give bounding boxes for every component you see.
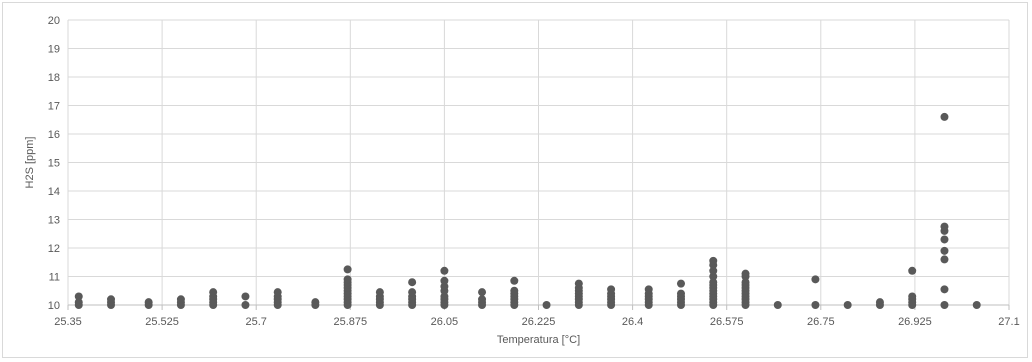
data-point xyxy=(478,288,487,297)
data-point xyxy=(343,265,352,274)
data-point xyxy=(709,256,718,265)
data-point xyxy=(940,222,949,231)
data-point xyxy=(440,282,449,291)
axes xyxy=(67,304,1010,310)
data-point xyxy=(144,298,153,307)
x-tick-label: 25.875 xyxy=(333,316,367,328)
data-point xyxy=(773,301,782,309)
data-point xyxy=(176,295,185,304)
data-point xyxy=(375,288,384,297)
y-tick-label: 12 xyxy=(48,243,60,255)
y-tick-label: 11 xyxy=(49,272,60,284)
data-point xyxy=(74,292,83,301)
y-tick-label: 19 xyxy=(48,44,60,56)
data-point xyxy=(843,301,852,309)
data-point xyxy=(209,288,218,297)
x-tick-label: 26.75 xyxy=(807,316,835,328)
data-point xyxy=(542,301,551,309)
x-tick-label: 26.925 xyxy=(898,316,932,328)
data-point xyxy=(74,298,83,307)
data-point xyxy=(440,276,449,285)
x-tick-label: 26.225 xyxy=(522,316,556,328)
x-tick-label: 25.35 xyxy=(54,316,82,328)
y-tick-label: 16 xyxy=(48,129,60,141)
x-tick-label: 25.525 xyxy=(145,316,179,328)
data-point xyxy=(940,301,949,309)
y-axis-title: H2S [ppm] xyxy=(24,137,36,189)
data-point xyxy=(574,279,583,288)
data-point xyxy=(908,292,917,301)
data-point xyxy=(741,269,750,278)
data-point xyxy=(709,266,718,275)
data-point xyxy=(343,275,352,284)
data-point xyxy=(107,295,116,304)
data-point xyxy=(440,266,449,275)
y-tick-labels: 10 11 12 13 14 15 16 17 18 19 20 xyxy=(48,15,60,312)
data-point xyxy=(408,288,417,297)
data-point xyxy=(741,278,750,287)
data-points xyxy=(74,112,981,309)
y-tick-label: 17 xyxy=(48,101,60,113)
data-point xyxy=(273,288,282,297)
data-point xyxy=(709,278,718,287)
y-tick-label: 20 xyxy=(48,15,60,27)
data-point xyxy=(478,295,487,304)
data-point xyxy=(644,285,653,294)
data-point xyxy=(311,298,320,307)
data-point xyxy=(241,301,250,309)
x-tick-labels: 25.35 25.525 25.7 25.875 26.05 26.225 26.4 26.5… xyxy=(54,316,1019,328)
data-point xyxy=(811,301,820,309)
data-point xyxy=(510,286,519,295)
data-point xyxy=(709,272,718,281)
x-tick-label: 27.1 xyxy=(998,316,1019,328)
x-tick-label: 26.05 xyxy=(431,316,459,328)
data-point xyxy=(676,279,685,288)
y-tick-label: 15 xyxy=(48,158,60,170)
data-point xyxy=(676,289,685,298)
gridlines xyxy=(67,19,1010,306)
data-point xyxy=(510,276,519,285)
data-point xyxy=(241,292,250,301)
data-point xyxy=(940,112,949,121)
x-tick-label: 26.4 xyxy=(622,316,643,328)
data-point xyxy=(408,278,417,287)
y-tick-label: 14 xyxy=(48,186,60,198)
x-tick-label: 26.575 xyxy=(710,316,744,328)
data-point xyxy=(940,246,949,255)
x-tick-label: 25.7 xyxy=(245,316,266,328)
data-point xyxy=(940,255,949,264)
x-axis-title: Temperatura [°C] xyxy=(497,334,580,346)
data-point xyxy=(607,285,616,294)
y-tick-label: 18 xyxy=(48,72,60,84)
y-tick-label: 10 xyxy=(48,300,60,312)
data-point xyxy=(875,298,884,307)
data-point xyxy=(908,266,917,275)
y-tick-label: 13 xyxy=(48,215,60,227)
data-point xyxy=(940,285,949,294)
data-point xyxy=(811,275,820,284)
data-point xyxy=(940,235,949,244)
data-point xyxy=(440,292,449,301)
data-point xyxy=(972,301,981,309)
